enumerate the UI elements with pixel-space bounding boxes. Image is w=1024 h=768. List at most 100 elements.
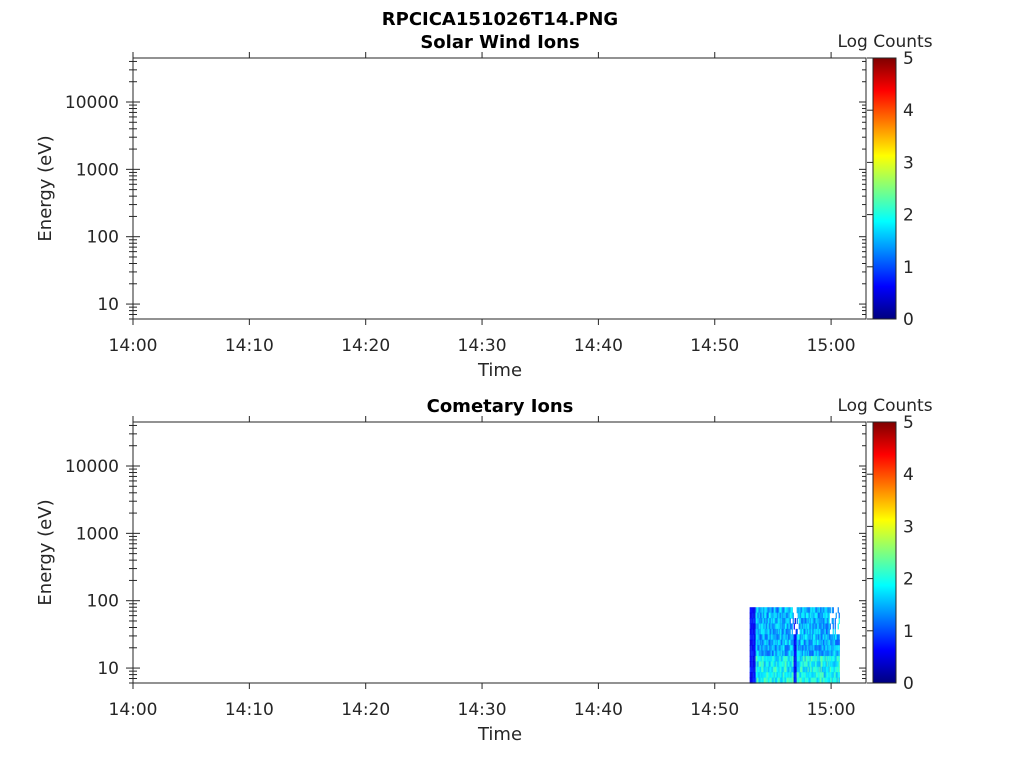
spectrogram-cell (753, 634, 755, 641)
spectrogram-cell (801, 628, 803, 635)
spectrogram-cell (777, 650, 779, 657)
spectrogram-cell (767, 639, 769, 646)
spectrogram-cell (770, 607, 772, 614)
spectrogram-cell (779, 645, 781, 652)
spectrogram-cell (776, 655, 778, 662)
spectrogram-cell (787, 645, 789, 652)
spectrogram-cell (831, 666, 833, 673)
spectrogram-cell (805, 655, 807, 662)
spectrogram-cell (777, 645, 779, 652)
spectrogram-cell (828, 666, 830, 673)
spectrogram-cell (798, 607, 800, 614)
spectrogram-cell (795, 677, 797, 684)
spectrogram-cell (749, 645, 751, 652)
spectrogram-cell (770, 677, 772, 684)
spectrogram-cell (777, 628, 779, 635)
spectrogram-cell (789, 623, 791, 630)
spectrogram-cell (792, 639, 794, 646)
spectrogram-cell (831, 607, 833, 614)
spectrogram-cell (798, 634, 800, 641)
spectrogram-cell (761, 672, 763, 679)
spectrogram-cell (769, 661, 771, 668)
spectrogram-cell (776, 623, 778, 630)
spectrogram-cell (773, 607, 775, 614)
spectrogram-cell (800, 666, 802, 673)
spectrogram-cell (817, 607, 819, 614)
spectrogram-cell (750, 607, 752, 614)
spectrogram-cell (789, 655, 791, 662)
spectrogram-cell (769, 612, 771, 619)
spectrogram-cell (818, 666, 820, 673)
spectrogram-cell (808, 623, 810, 630)
spectrogram-cell (776, 618, 778, 625)
spectrogram-cell (778, 661, 780, 668)
x-tick-label: 14:30 (458, 336, 507, 356)
spectrogram-cell (756, 650, 758, 657)
spectrogram-cell (750, 645, 752, 652)
spectrogram-cell (838, 612, 840, 619)
spectrogram-cell (802, 661, 804, 668)
spectrogram-cell (802, 634, 804, 641)
spectrogram-cell (800, 645, 802, 652)
spectrogram-cell (785, 672, 787, 679)
spectrogram-cell (834, 623, 836, 630)
spectrogram-cell (813, 628, 815, 635)
spectrogram-cell (768, 618, 770, 625)
spectrogram-cell (825, 655, 827, 662)
spectrogram-cell (760, 623, 762, 630)
spectrogram-cell (763, 639, 765, 646)
spectrogram-cell (823, 661, 825, 668)
spectrogram-cell (823, 650, 825, 657)
spectrogram-cell (786, 645, 788, 652)
spectrogram-cell (819, 666, 821, 673)
spectrogram-cell (775, 623, 777, 630)
spectrogram-cell (774, 623, 776, 630)
spectrogram-cell (836, 634, 838, 641)
spectrogram-cell (812, 639, 814, 646)
spectrogram-cell (772, 623, 774, 630)
spectrogram-cell (755, 645, 757, 652)
spectrogram-cell (789, 618, 791, 625)
spectrogram-cell (829, 672, 831, 679)
spectrogram-cell (764, 672, 766, 679)
spectrogram-cell (762, 650, 764, 657)
spectrogram-cell (822, 607, 824, 614)
spectrogram-cell (798, 639, 800, 646)
spectrogram-cell (801, 634, 803, 641)
spectrogram-cell (763, 655, 765, 662)
spectrogram-cell (802, 655, 804, 662)
spectrogram-cell (829, 661, 831, 668)
spectrogram-cell (815, 618, 817, 625)
spectrogram-cell (778, 612, 780, 619)
spectrogram-cell (832, 661, 834, 668)
x-tick-label: 14:10 (225, 336, 274, 356)
spectrogram-cell (753, 661, 755, 668)
spectrogram-cell (824, 628, 826, 635)
spectrogram-cell (822, 650, 824, 657)
spectrogram-cell (812, 645, 814, 652)
spectrogram-cell (767, 655, 769, 662)
spectrogram-cell (785, 677, 787, 684)
spectrogram-cell (783, 655, 785, 662)
spectrogram-cell (828, 661, 830, 668)
spectrogram-cell (819, 672, 821, 679)
spectrogram-cell (749, 672, 751, 679)
spectrogram-cell (833, 661, 835, 668)
spectrogram-cell (784, 666, 786, 673)
spectrogram-cell (757, 607, 759, 614)
spectrogram-cell (783, 618, 785, 625)
spectrogram-cell (812, 612, 814, 619)
spectrogram-cell (817, 672, 819, 679)
spectrogram-cell (795, 645, 797, 652)
spectrogram-cell (806, 639, 808, 646)
spectrogram-cell (815, 634, 817, 641)
spectrogram-cell (763, 623, 765, 630)
spectrogram-cell (811, 672, 813, 679)
spectrogram-cell (781, 650, 783, 657)
spectrogram-cell (818, 612, 820, 619)
spectrogram-cell (769, 618, 771, 625)
spectrogram-cell (834, 666, 836, 673)
spectrogram-cell (814, 623, 816, 630)
spectrogram-cell (749, 666, 751, 673)
spectrogram-cell (756, 661, 758, 668)
